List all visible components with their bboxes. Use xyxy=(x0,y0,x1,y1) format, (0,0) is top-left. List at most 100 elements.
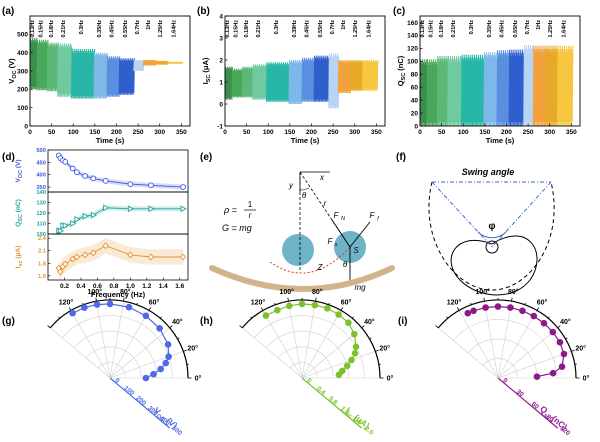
frequency-label: 0.55Hz xyxy=(318,20,324,38)
angle-tick xyxy=(123,297,125,302)
signal-segment xyxy=(447,56,463,127)
y-tick-label: 100 xyxy=(17,105,28,112)
data-point xyxy=(494,303,502,310)
signal-segment xyxy=(106,56,121,97)
signal-segment xyxy=(93,52,109,99)
data-point xyxy=(62,222,70,229)
signal-segment xyxy=(133,59,145,72)
data-point xyxy=(549,369,557,377)
radial-tick-label: 1.6 xyxy=(351,415,363,426)
angle-tick xyxy=(340,307,344,311)
data-point xyxy=(69,165,76,172)
x-tick-label: 1.0 xyxy=(126,283,135,290)
frequency-label: 0.55Hz xyxy=(123,20,129,38)
frequency-label: 0.21Hz xyxy=(61,20,67,38)
signal-segment xyxy=(337,59,352,94)
data-point xyxy=(180,184,186,190)
data-point xyxy=(343,362,351,370)
angle-tick xyxy=(287,297,289,302)
frequency-label: 1.64Hz xyxy=(366,20,372,38)
y-tick-label: 80 xyxy=(411,72,419,79)
angle-tick xyxy=(524,302,526,305)
radial-axis xyxy=(109,377,171,429)
panel-d: 350 400 450 500 VOC (V) 100 110 120 130 140 QSC (n… xyxy=(15,148,189,299)
outer-dashed-loop xyxy=(428,181,555,291)
radial-tick-label: 2.0 xyxy=(363,425,375,436)
angle-tick-label: 0° xyxy=(195,375,202,383)
x-tick-label: 1.4 xyxy=(159,283,168,290)
right-swing-line xyxy=(491,181,552,248)
data-point xyxy=(164,341,172,348)
data-point xyxy=(345,319,352,327)
angle-arc xyxy=(299,187,310,191)
angle-tick xyxy=(470,302,472,305)
data-point xyxy=(470,307,477,315)
panel-tag-c: (c) xyxy=(393,6,405,17)
angle-tick xyxy=(483,297,485,302)
x-tick-label: 150 xyxy=(89,129,100,136)
x-tick-label: 50 xyxy=(48,129,56,136)
confidence-band xyxy=(58,205,184,234)
frequency-label: 0.45Hz xyxy=(304,20,310,38)
frequency-label: 0.35Hz xyxy=(487,20,493,38)
x-axis-label: Frequency (Hz) xyxy=(91,290,146,299)
signal-segment xyxy=(70,48,96,99)
data-point xyxy=(142,312,150,320)
y-tick-label: 500 xyxy=(36,148,46,154)
data-point xyxy=(157,365,164,373)
y-tick-label: 160 xyxy=(407,20,418,27)
data-point xyxy=(298,300,306,308)
angular-grid xyxy=(109,327,170,379)
angle-tick xyxy=(95,297,97,302)
data-point xyxy=(558,363,566,371)
angle-tick xyxy=(136,302,138,305)
frequency-label: 0.39Hz xyxy=(292,20,298,38)
left-swing-line xyxy=(431,181,493,248)
fraction-denominator: r xyxy=(249,211,252,220)
frequency-label: 0.21Hz xyxy=(256,20,262,38)
angle-tick-label: 100° xyxy=(87,288,102,296)
data-point xyxy=(148,182,154,189)
frequency-label: 0.13Hz xyxy=(420,20,426,38)
angle-tick-label: 80° xyxy=(120,288,131,296)
radial-tick-label: 60 xyxy=(530,401,540,411)
signal-segment xyxy=(419,59,429,127)
angle-tick xyxy=(274,302,276,305)
radial-grid xyxy=(242,299,381,379)
radial-grid xyxy=(265,330,350,379)
y-tick-label: 300 xyxy=(17,68,28,75)
signal-segment xyxy=(118,58,135,95)
data-point xyxy=(125,303,133,311)
frequency-label: 1.25Hz xyxy=(548,20,554,38)
angle-tick-label: 60° xyxy=(341,298,352,306)
frequency-label: 0.18Hz xyxy=(244,20,250,38)
angle-tick-label: 60° xyxy=(149,298,160,306)
x-tick-label: 50 xyxy=(438,129,446,136)
frequency-label: 0.55Hz xyxy=(513,20,519,38)
data-point xyxy=(324,305,331,312)
data-point xyxy=(73,169,80,176)
x-tick-label: 350 xyxy=(566,129,577,136)
angle-tick-label: 80° xyxy=(312,288,323,296)
panel-tag-h: (h) xyxy=(200,316,213,327)
angle-tick xyxy=(328,302,330,305)
signal-segment xyxy=(231,68,244,98)
data-point xyxy=(57,268,64,276)
angle-tick-label: 120° xyxy=(447,298,462,306)
angular-grid xyxy=(497,351,572,379)
data-point xyxy=(285,302,293,310)
signal-segment xyxy=(36,39,49,91)
angle-tick xyxy=(148,307,152,311)
x-tick-label: 0 xyxy=(223,129,227,136)
data-point xyxy=(311,301,319,309)
data-point xyxy=(82,173,88,179)
signal-segment xyxy=(556,45,574,127)
y-tick-label: 110 xyxy=(37,222,46,228)
angle-tick xyxy=(511,297,513,302)
ball-left xyxy=(282,234,314,266)
radial-tick-label: 30 xyxy=(515,388,525,398)
x-tick-label: 0.4 xyxy=(76,283,85,290)
signal-segment xyxy=(532,45,547,127)
signal-segment xyxy=(523,45,535,127)
angular-grid xyxy=(262,310,303,379)
